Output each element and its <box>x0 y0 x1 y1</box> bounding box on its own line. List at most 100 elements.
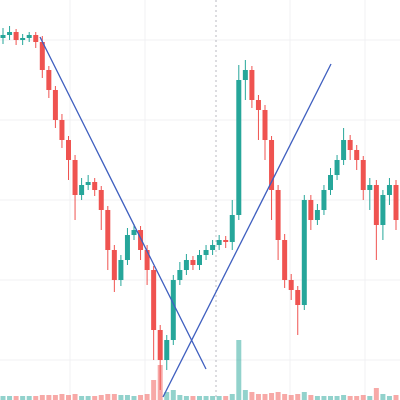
volume-bar <box>373 388 379 400</box>
volume-bar <box>33 396 39 400</box>
volume-bar <box>26 396 32 400</box>
candle-body <box>301 200 307 305</box>
volume-bar <box>79 396 85 400</box>
candle-body <box>33 35 39 42</box>
volume-bar <box>334 396 340 400</box>
candle-body <box>52 90 58 120</box>
volume-bar <box>105 394 111 400</box>
volume-bar <box>46 395 52 400</box>
candle-body <box>347 140 353 150</box>
candle-body <box>39 42 45 70</box>
volume-bar <box>124 395 130 400</box>
candle-body <box>288 280 294 290</box>
candle-body <box>341 140 347 160</box>
volume-bar <box>282 394 288 400</box>
candle-body <box>216 240 222 245</box>
volume-bar <box>7 396 13 400</box>
volume-bar <box>118 395 124 400</box>
candle-body <box>262 110 268 140</box>
volume-bar <box>347 396 353 400</box>
candle-body <box>282 240 288 280</box>
candle-body <box>354 150 360 160</box>
volume-bar <box>52 395 58 400</box>
volume-bar <box>314 396 320 400</box>
candle-body <box>138 230 144 250</box>
volume-bar <box>170 390 176 400</box>
volume-bar <box>13 396 19 400</box>
candle-body <box>26 35 32 38</box>
volume-bar <box>177 395 183 400</box>
volume-bar <box>308 395 314 400</box>
volume-bar <box>288 395 294 400</box>
volume-bar <box>262 394 268 400</box>
volume-bar <box>301 392 307 400</box>
volume-bar <box>236 340 242 400</box>
candle-body <box>360 160 366 190</box>
volume-bar <box>111 394 117 400</box>
drawings <box>39 36 332 398</box>
volume-bar <box>203 396 209 400</box>
candle-body <box>13 32 19 40</box>
candle-body <box>124 235 130 260</box>
candle-body <box>380 195 386 225</box>
volume-bar <box>92 396 98 400</box>
candle-body <box>210 245 216 250</box>
volume-bar <box>183 396 189 400</box>
candle-body <box>236 80 242 215</box>
candle-body <box>321 190 327 210</box>
candle-body <box>249 70 255 100</box>
volume-bar <box>66 395 71 400</box>
candle-body <box>144 250 150 270</box>
volume-bar <box>249 392 255 400</box>
volume-bar <box>295 394 301 400</box>
trend-line <box>39 36 207 370</box>
candle-body <box>269 140 275 190</box>
candle-body <box>203 250 209 255</box>
volume-bar <box>269 393 275 400</box>
candle-body <box>170 280 176 340</box>
candle-body <box>46 70 52 90</box>
volume-bar <box>0 396 6 400</box>
volume-bar <box>275 392 281 400</box>
candle-body <box>59 120 65 140</box>
volume-bar <box>223 396 229 400</box>
volume-bar <box>151 380 157 400</box>
volume-layer <box>0 340 399 400</box>
candle-body <box>308 200 314 220</box>
volume-bar <box>216 396 222 400</box>
candle-body <box>20 38 26 40</box>
volume-bar <box>229 394 235 400</box>
candle-body <box>275 190 281 240</box>
candle-body <box>151 270 157 330</box>
volume-bar <box>393 395 399 400</box>
candle-body <box>334 160 340 175</box>
volume-bar <box>321 396 327 400</box>
candle-body <box>7 32 13 35</box>
candle-body <box>98 190 104 210</box>
volume-bar <box>164 392 170 400</box>
volume-bar <box>138 395 144 400</box>
volume-bar <box>367 396 373 400</box>
candle-body <box>157 330 163 360</box>
candle-layer <box>0 26 399 390</box>
volume-bar <box>72 394 78 400</box>
candle-body <box>295 290 301 305</box>
volume-bar <box>98 395 104 400</box>
volume-bar <box>341 395 347 400</box>
candle-body <box>0 35 6 38</box>
volume-bar <box>59 394 65 400</box>
volume-bar <box>131 396 137 400</box>
volume-bar <box>144 394 150 400</box>
candle-body <box>328 175 333 190</box>
candle-body <box>105 210 111 250</box>
volume-bar <box>354 396 360 400</box>
volume-bar <box>242 390 248 400</box>
candle-body <box>111 250 117 280</box>
volume-bar <box>360 395 366 400</box>
candle-body <box>85 182 91 185</box>
volume-bar <box>39 395 45 400</box>
candle-body <box>314 210 320 220</box>
